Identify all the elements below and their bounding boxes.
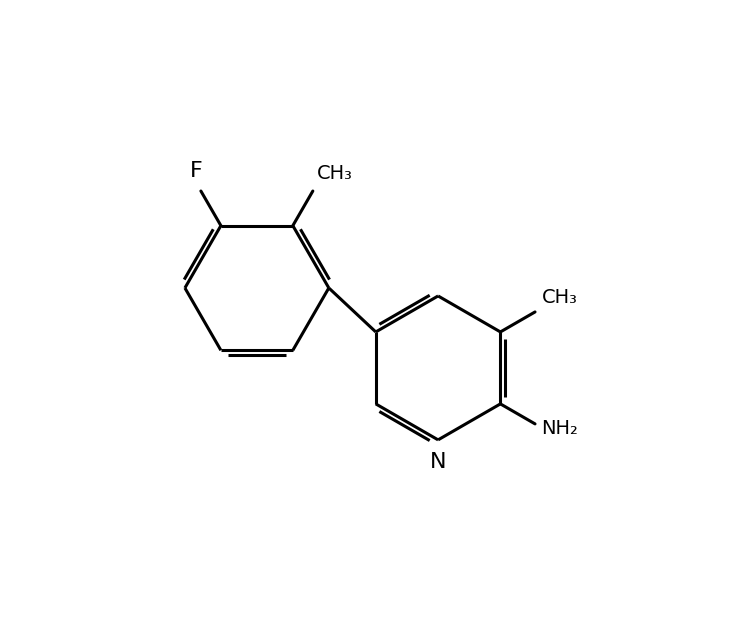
Text: NH₂: NH₂ — [542, 419, 578, 437]
Text: CH₃: CH₃ — [542, 288, 577, 307]
Text: N: N — [430, 452, 446, 472]
Text: CH₃: CH₃ — [317, 164, 353, 183]
Text: F: F — [191, 161, 203, 181]
